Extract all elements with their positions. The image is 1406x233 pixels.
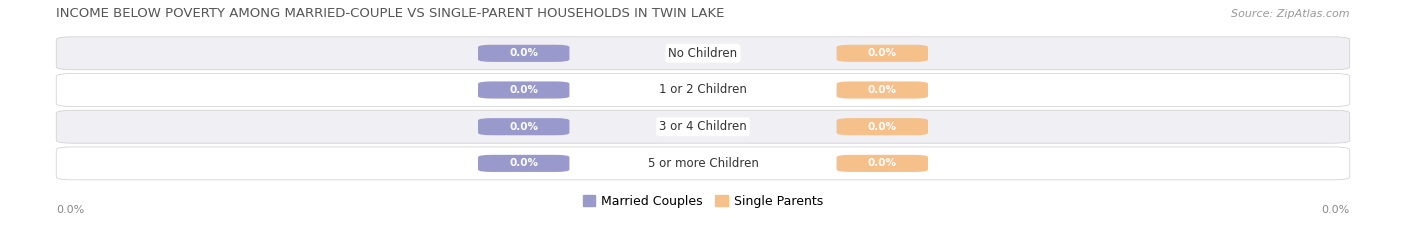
FancyBboxPatch shape [837, 118, 928, 135]
FancyBboxPatch shape [56, 110, 1350, 143]
Text: 0.0%: 0.0% [868, 122, 897, 132]
Text: Source: ZipAtlas.com: Source: ZipAtlas.com [1232, 9, 1350, 19]
Text: 0.0%: 0.0% [56, 205, 84, 215]
FancyBboxPatch shape [837, 155, 928, 172]
FancyBboxPatch shape [56, 37, 1350, 70]
Text: 0.0%: 0.0% [868, 85, 897, 95]
Text: 0.0%: 0.0% [509, 158, 538, 168]
FancyBboxPatch shape [478, 45, 569, 62]
Text: 0.0%: 0.0% [509, 122, 538, 132]
Text: 0.0%: 0.0% [509, 85, 538, 95]
Text: 0.0%: 0.0% [868, 158, 897, 168]
FancyBboxPatch shape [478, 81, 569, 99]
Text: 0.0%: 0.0% [868, 48, 897, 58]
FancyBboxPatch shape [56, 147, 1350, 180]
FancyBboxPatch shape [56, 73, 1350, 106]
FancyBboxPatch shape [478, 155, 569, 172]
Text: 1 or 2 Children: 1 or 2 Children [659, 83, 747, 96]
FancyBboxPatch shape [837, 45, 928, 62]
Text: 5 or more Children: 5 or more Children [648, 157, 758, 170]
Text: 3 or 4 Children: 3 or 4 Children [659, 120, 747, 133]
Text: No Children: No Children [668, 47, 738, 60]
Text: 0.0%: 0.0% [1322, 205, 1350, 215]
Text: INCOME BELOW POVERTY AMONG MARRIED-COUPLE VS SINGLE-PARENT HOUSEHOLDS IN TWIN LA: INCOME BELOW POVERTY AMONG MARRIED-COUPL… [56, 7, 724, 21]
Legend: Married Couples, Single Parents: Married Couples, Single Parents [578, 190, 828, 213]
FancyBboxPatch shape [478, 118, 569, 135]
Text: 0.0%: 0.0% [509, 48, 538, 58]
FancyBboxPatch shape [837, 81, 928, 99]
